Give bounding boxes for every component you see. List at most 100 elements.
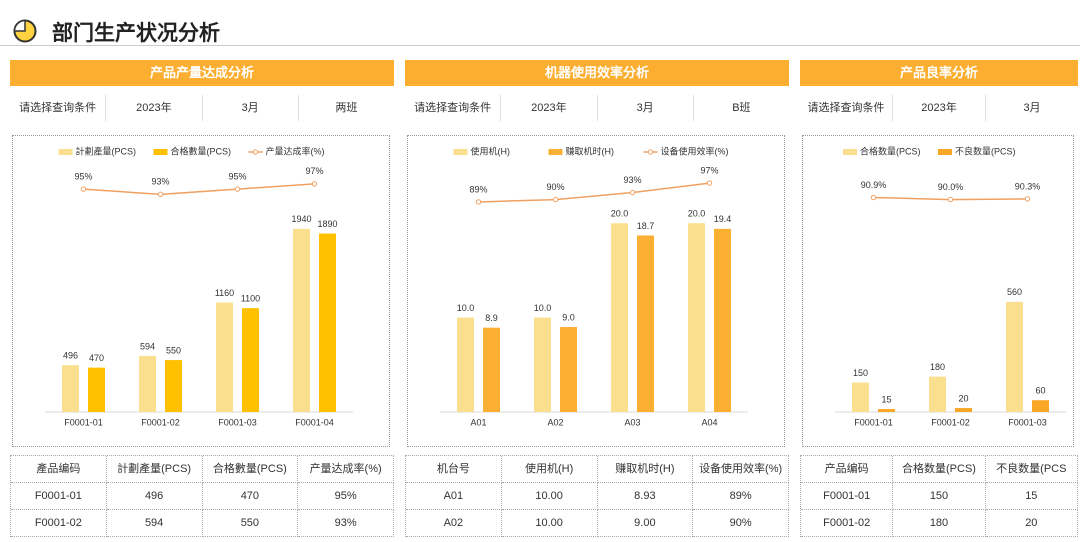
bar [216,302,233,412]
table-cell: 470 [202,483,299,510]
table-row: A01 10.00 8.93 89% [406,483,789,510]
legend-swatch [252,149,259,155]
data-label: 150 [853,368,868,378]
filter[interactable]: 2023年 [892,95,985,121]
data-label: 9.0 [562,312,575,322]
legend-swatch [548,149,563,155]
table-cell: A01 [406,483,502,510]
data-label: 19.4 [714,214,732,224]
column-header: 使用机(H) [501,456,598,483]
data-label: 90% [546,182,564,192]
table-row: F0001-01 496 470 95% [11,483,394,510]
table-cell: 180 [893,510,986,537]
column-header: 赚取机时(H) [597,456,694,483]
line-marker [947,196,954,203]
x-tick-label: F0001-04 [295,417,334,427]
panel-title: 产品产量达成分析 [10,60,394,86]
data-label: 1160 [215,288,234,298]
table-cell: A02 [406,510,502,537]
chart-box: F0001-01 F0001-02 F0001-03 150 180 560 15 20 60 9… [802,135,1074,447]
bar [714,228,731,412]
data-label: 93% [151,177,169,187]
header-rule [0,45,1080,46]
line [478,182,710,203]
legend-swatch [938,149,952,155]
data-label: 594 [140,341,155,351]
table-row: A02 10.00 9.00 90% [406,510,789,537]
table: 机台号 使用机(H) 赚取机时(H) 设备使用效率(%) A01 10.00 8.93 89%… [405,455,789,537]
data-label: 8.9 [485,313,498,323]
data-label: 60 [1035,386,1045,396]
filter[interactable]: 2023年 [500,95,596,121]
x-tick-label: A03 [624,417,640,427]
filter[interactable]: 2023年 [105,95,201,121]
data-label: 1890 [317,219,337,229]
line-marker [157,191,164,198]
filter[interactable]: 请选择查询条件 [414,102,492,114]
bar [852,382,869,412]
data-label: 95% [228,171,246,181]
chart-box: F0001-01 F0001-02 F0001-03 F0001-04 496 594 11… [12,135,390,447]
x-tick-label: A02 [547,417,563,427]
filter-row: 请选择查询条件 2023年 3月 [800,95,1078,121]
filter[interactable]: 两班 [297,95,394,121]
line-marker [870,194,877,201]
page-title: 部门生产状况分析 [52,22,220,45]
table-cell: 550 [202,510,299,537]
filter-row: 请选择查询条件 2023年 3月 两班 [10,95,394,121]
chart-box: A01 A02 A03 A04 10.0 10.0 20.0 20.0 8.9 9.0 18.7 19… [407,135,785,447]
data-label: 20.0 [688,209,706,219]
legend-swatch [58,149,73,155]
table-cell: 10.00 [501,483,598,510]
data-label: 496 [63,351,78,361]
table-cell: 89% [693,483,789,510]
bar [457,317,474,412]
line-marker [552,196,559,203]
legend-label: 设备使用效率(%) [661,145,729,156]
line-marker [311,181,318,187]
legend-swatch [647,149,654,155]
data-label: 97% [700,165,718,175]
panel-title: 产品良率分析 [800,60,1078,86]
table-cell: 15 [985,483,1078,510]
filter[interactable]: 请选择查询条件 [19,102,97,114]
filter[interactable]: 请选择查询条件 [807,102,885,114]
table-cell: 8.93 [597,483,694,510]
bar [165,360,182,412]
data-label: 93% [623,175,641,185]
panel: 产品良率分析 请选择查询条件 2023年 3月 F0001-01 F0001-02 F000… [800,60,1078,542]
table-row: F0001-01 150 15 [801,483,1078,510]
data-label: 10.0 [534,303,552,313]
filter[interactable]: 3月 [985,95,1078,121]
panel: 机器使用效率分析 请选择查询条件 2023年 3月 B班 A01 A02 A03 A04 10.0… [405,60,789,542]
table-cell: 496 [106,483,203,510]
data-label: 10.0 [457,303,475,313]
column-header: 设备使用效率(%) [693,456,789,483]
line-marker [1024,196,1031,202]
pie-icon [13,19,37,43]
data-label: 550 [166,345,181,355]
legend-swatch [153,149,168,155]
bar [88,367,105,412]
table-cell: F0001-01 [801,483,894,510]
filter[interactable]: 3月 [201,95,298,121]
bar [611,223,628,412]
table-cell: 10.00 [501,510,598,537]
bar [293,228,310,412]
column-header: 合格數量(PCS) [202,456,299,483]
bar [688,223,705,412]
bar [955,408,972,412]
data-label: 90.9% [861,180,887,190]
filter[interactable]: B班 [692,95,789,121]
data-label: 470 [89,353,104,363]
data-label: 15 [881,394,891,404]
chart: F0001-01 F0001-02 F0001-03 F0001-04 496 594 11… [45,145,353,427]
table-cell: 594 [106,510,203,537]
column-header: 合格数量(PCS) [893,456,986,483]
x-tick-label: F0001-01 [64,417,103,427]
line-marker [234,186,241,192]
x-tick-label: A04 [701,417,717,427]
data-label: 1940 [291,214,311,224]
filter[interactable]: 3月 [596,95,693,121]
